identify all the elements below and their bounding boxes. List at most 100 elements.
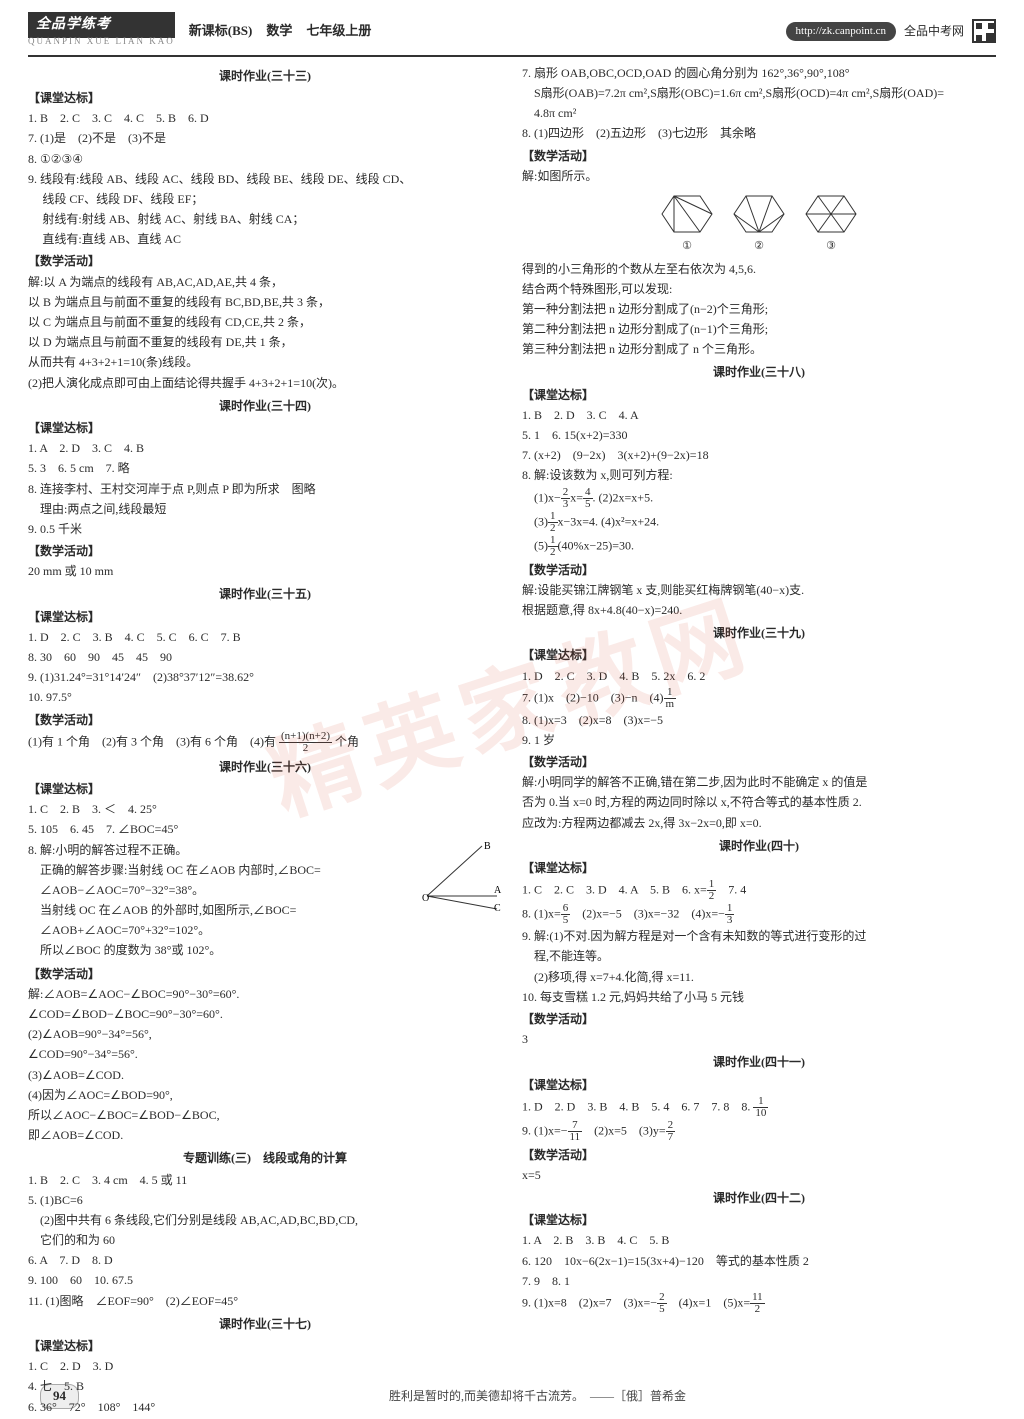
text-line: 11. (1)图略 ∠EOF=90° (2)∠EOF=45° xyxy=(28,1292,502,1311)
text-line: (2)移项,得 x=7+4.化简,得 x=11. xyxy=(522,968,996,987)
header-url: http://zk.canpoint.cn xyxy=(786,22,896,42)
text-line: 20 mm 或 10 mm xyxy=(28,562,502,581)
frac-num: 1 xyxy=(548,535,558,547)
text-line: 8. 30 60 90 45 45 90 xyxy=(28,648,502,667)
text-line: ∠COD=∠BOD−∠BOC=90°−30°=60°. xyxy=(28,1005,502,1024)
hexagon-2-icon xyxy=(732,190,786,238)
tag: 【数学活动】 xyxy=(522,1146,996,1165)
text-span: (4)x=1 (5)x= xyxy=(667,1295,751,1309)
title-35: 课时作业(三十五) xyxy=(28,585,502,604)
frac-num: 1 xyxy=(548,511,558,523)
tag: 【数学活动】 xyxy=(28,711,502,730)
fraction: 25 xyxy=(657,1292,667,1315)
text-line: 否为 0.当 x=0 时,方程的两边同时除以 x,不符合等式的基本性质 2. xyxy=(522,793,996,812)
frac-den: 7 xyxy=(666,1132,676,1143)
text-span: . (2)2x=x+5. xyxy=(593,490,654,504)
frac-num: 2 xyxy=(561,487,571,499)
text-line: (1)x−23x=45. (2)2x=x+5. xyxy=(522,487,996,510)
tag: 【课堂达标】 xyxy=(522,859,996,878)
text-line: 7. (1)是 (2)不是 (3)不是 xyxy=(28,129,502,148)
text-line: 9. 100 60 10. 67.5 xyxy=(28,1271,502,1290)
text-line: 9. 线段有:线段 AB、线段 AC、线段 BD、线段 BE、线段 DE、线段 … xyxy=(28,170,502,189)
text-line: S扇形(OAB)=7.2π cm²,S扇形(OBC)=1.6π cm²,S扇形(… xyxy=(522,84,996,103)
text-line: 10. 97.5° xyxy=(28,688,502,707)
tag: 【课堂达标】 xyxy=(522,1076,996,1095)
title-40: 课时作业(四十) xyxy=(522,837,996,856)
polygon-diagram: ① ② ③ xyxy=(522,190,996,256)
fraction: 13 xyxy=(725,903,735,926)
text-line: 直线有:直线 AB、直线 AC xyxy=(28,230,502,249)
text-line: 1. A 2. D 3. C 4. B xyxy=(28,439,502,458)
fraction: 110 xyxy=(753,1096,768,1119)
fraction: 12 xyxy=(707,879,717,902)
text-line: 5. (1)BC=6 xyxy=(28,1191,502,1210)
svg-text:B: B xyxy=(484,841,491,852)
fraction: 711 xyxy=(568,1120,583,1143)
angle-diagram: O B A C xyxy=(422,841,502,911)
tag: 【课堂达标】 xyxy=(28,780,502,799)
tag: 【课堂达标】 xyxy=(522,386,996,405)
text-span: 7. (1)x (2)−10 (3)−n (4) xyxy=(522,690,664,704)
text-line: 6. A 7. D 8. D xyxy=(28,1251,502,1270)
text-span: 7. 4 xyxy=(716,882,746,896)
text-line: 第三种分割法把 n 边形分割成了 n 个三角形。 xyxy=(522,340,996,359)
frac-num: 4 xyxy=(583,487,593,499)
text-span: 9. (1)x=− xyxy=(522,1123,568,1137)
text-line: x=5 xyxy=(522,1166,996,1185)
header-site: 全品中考网 xyxy=(904,22,964,41)
text-line: (5)12(40%x−25)=30. xyxy=(522,535,996,558)
text-span: (3) xyxy=(522,514,548,528)
text-span: (5) xyxy=(522,538,548,552)
tag: 【课堂达标】 xyxy=(522,1211,996,1230)
text-line: 9. (1)x=8 (2)x=7 (3)x=−25 (4)x=1 (5)x=11… xyxy=(522,1292,996,1315)
left-column: 课时作业(三十三) 【课堂达标】 1. B 2. C 3. C 4. C 5. … xyxy=(28,63,502,1418)
hexagon-3-icon xyxy=(804,190,858,238)
text-span: 8. (1)x= xyxy=(522,906,561,920)
hexagon-1-icon xyxy=(660,190,714,238)
text-line: 射线有:射线 AB、射线 AC、射线 BA、射线 CA； xyxy=(28,210,502,229)
text-span: x−3x=4. (4)x²=x+24. xyxy=(558,514,660,528)
text-line: 9. 0.5 千米 xyxy=(28,520,502,539)
text-line: 9. (1)x=−711 (2)x=5 (3)y=27 xyxy=(522,1120,996,1143)
text-line: 它们的和为 60 xyxy=(28,1231,502,1250)
text-line: 以 D 为端点且与前面不重复的线段有 DE,共 1 条， xyxy=(28,333,502,352)
tag: 【数学活动】 xyxy=(28,252,502,271)
frac-den: 2 xyxy=(548,523,558,534)
tag: 【课堂达标】 xyxy=(28,608,502,627)
frac-num: (n+1)(n+2) xyxy=(279,731,332,743)
text-line: 第二种分割法把 n 边形分割成了(n−1)个三角形; xyxy=(522,320,996,339)
text-line: (1)有 1 个角 (2)有 3 个角 (3)有 6 个角 (4)有 (n+1)… xyxy=(28,731,502,754)
text-line: 1. C 2. C 3. D 4. A 5. B 6. x=12 7. 4 xyxy=(522,879,996,902)
text-span: x= xyxy=(570,490,583,504)
text-line: (2)把人演化成点即可由上面结论得共握手 4+3+2+1=10(次)。 xyxy=(28,374,502,393)
text-line: (2)∠AOB=90°−34°=56°, xyxy=(28,1025,502,1044)
frac-den: 11 xyxy=(568,1132,583,1143)
text-line: 10. 每支雪糕 1.2 元,妈妈共给了小马 5 元钱 xyxy=(522,988,996,1007)
frac-num: 2 xyxy=(666,1120,676,1132)
text-line: 得到的小三角形的个数从左至右依次为 4,5,6. xyxy=(522,260,996,279)
text-line: 1. A 2. B 3. B 4. C 5. B xyxy=(522,1231,996,1250)
fraction: 12 xyxy=(548,535,558,558)
text-line: 解:小明同学的解答不正确,错在第二步,因为此时不能确定 x 的值是 xyxy=(522,773,996,792)
text-line: 8. 解:设该数为 x,则可列方程: xyxy=(522,466,996,485)
text-line: 所以∠BOC 的度数为 38°或 102°。 xyxy=(28,941,502,960)
text-line: 根据题意,得 8x+4.8(40−x)=240. xyxy=(522,601,996,620)
text-span: (40%x−25)=30. xyxy=(558,538,635,552)
svg-text:O: O xyxy=(422,893,429,904)
text-line: 理由:两点之间,线段最短 xyxy=(28,500,502,519)
text-line: 9. 1 岁 xyxy=(522,731,996,750)
text-line: 所以∠AOC−∠BOC=∠BOD−∠BOC, xyxy=(28,1106,502,1125)
title-34: 课时作业(三十四) xyxy=(28,397,502,416)
tag: 【数学活动】 xyxy=(522,147,996,166)
fraction: 23 xyxy=(561,487,571,510)
text-line: 即∠AOB=∠COD. xyxy=(28,1126,502,1145)
title-42: 课时作业(四十二) xyxy=(522,1189,996,1208)
text-line: 1. B 2. C 3. 4 cm 4. 5 或 11 xyxy=(28,1171,502,1190)
text-line: (3)∠AOB=∠COD. xyxy=(28,1066,502,1085)
text-line: 8. ①②③④ xyxy=(28,150,502,169)
text-line: 9. (1)31.24°=31°14′24″ (2)38°37′12″=38.6… xyxy=(28,668,502,687)
text-line: 结合两个特殊图形,可以发现: xyxy=(522,280,996,299)
title-39: 课时作业(三十九) xyxy=(522,624,996,643)
fraction: 112 xyxy=(750,1292,765,1315)
text-line: 5. 3 6. 5 cm 7. 略 xyxy=(28,459,502,478)
